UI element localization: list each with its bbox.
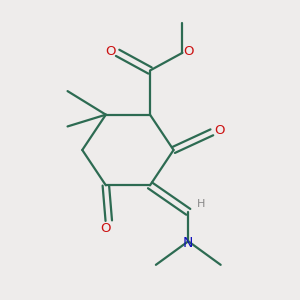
Text: N: N bbox=[183, 236, 194, 250]
Text: O: O bbox=[100, 221, 111, 235]
Text: O: O bbox=[105, 45, 116, 58]
Text: H: H bbox=[197, 200, 206, 209]
Text: O: O bbox=[183, 45, 194, 58]
Text: O: O bbox=[214, 124, 224, 137]
